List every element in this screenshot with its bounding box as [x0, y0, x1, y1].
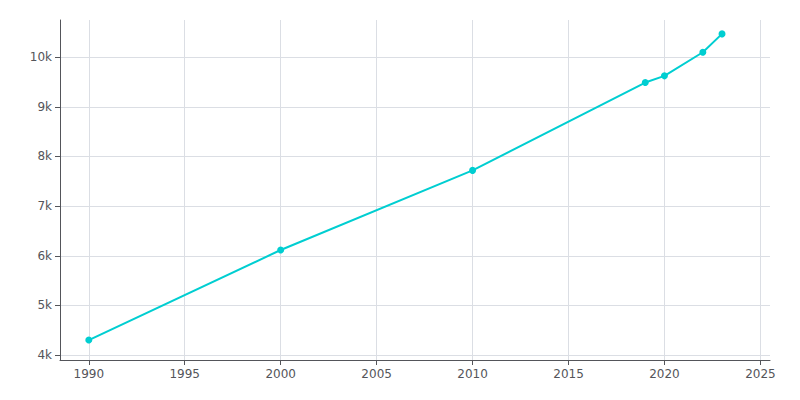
- svg-text:10k: 10k: [30, 50, 52, 64]
- svg-text:1995: 1995: [169, 367, 200, 381]
- svg-text:8k: 8k: [37, 149, 52, 163]
- svg-text:1990: 1990: [74, 367, 105, 381]
- svg-text:7k: 7k: [37, 199, 52, 213]
- svg-text:6k: 6k: [37, 249, 52, 263]
- svg-text:4k: 4k: [37, 348, 52, 362]
- svg-text:5k: 5k: [37, 298, 52, 312]
- svg-text:2020: 2020: [649, 367, 680, 381]
- svg-text:2000: 2000: [265, 367, 296, 381]
- svg-text:2015: 2015: [553, 367, 584, 381]
- svg-text:9k: 9k: [37, 100, 52, 114]
- svg-text:2005: 2005: [361, 367, 392, 381]
- svg-text:2025: 2025: [745, 367, 776, 381]
- svg-text:2010: 2010: [457, 367, 488, 381]
